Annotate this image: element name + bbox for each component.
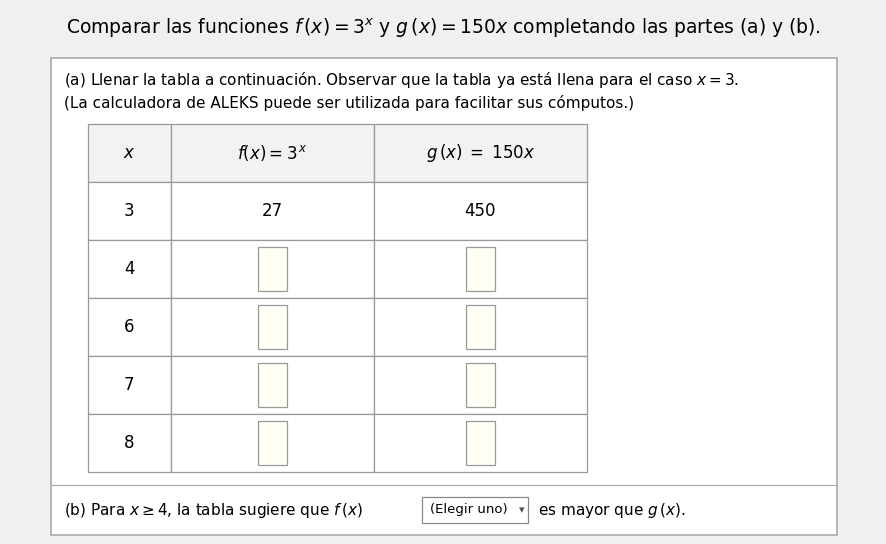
Bar — [88, 298, 171, 356]
Bar — [258, 305, 287, 349]
Bar — [88, 356, 171, 414]
Bar — [374, 240, 586, 298]
Bar — [88, 124, 171, 182]
Text: 8: 8 — [124, 434, 135, 452]
Bar — [374, 298, 586, 356]
Text: ▾: ▾ — [518, 505, 525, 515]
Bar — [51, 58, 836, 535]
Bar — [171, 182, 374, 240]
Bar — [88, 240, 171, 298]
Text: (La calculadora de ALEKS puede ser utilizada para facilitar sus cómputos.): (La calculadora de ALEKS puede ser utili… — [64, 95, 633, 111]
Bar — [422, 497, 528, 523]
Text: $g\,(x)\;=\;150x$: $g\,(x)\;=\;150x$ — [425, 142, 534, 164]
Bar — [171, 298, 374, 356]
Bar — [258, 421, 287, 465]
Bar — [374, 182, 586, 240]
Bar — [171, 414, 374, 472]
Bar — [374, 356, 586, 414]
Bar — [374, 124, 586, 182]
Bar — [258, 247, 287, 291]
Text: 7: 7 — [124, 376, 135, 394]
Text: (a) Llenar la tabla a continuación. Observar que la tabla ya está llena para el : (a) Llenar la tabla a continuación. Obse… — [64, 70, 738, 90]
Text: 27: 27 — [261, 202, 283, 220]
Text: $f(x)=3^{\,x}$: $f(x)=3^{\,x}$ — [237, 143, 307, 163]
Bar — [465, 305, 494, 349]
Bar — [465, 421, 494, 465]
Text: 3: 3 — [124, 202, 135, 220]
Text: Comparar las funciones $f\,(x)=3^{x}$ y $g\,(x)=150x$ completando las partes (a): Comparar las funciones $f\,(x)=3^{x}$ y … — [66, 16, 820, 40]
Bar — [171, 356, 374, 414]
Bar — [374, 414, 586, 472]
Text: 4: 4 — [124, 260, 135, 278]
Bar — [88, 414, 171, 472]
Bar — [465, 247, 494, 291]
Text: (Elegir uno): (Elegir uno) — [430, 504, 507, 516]
Bar — [465, 363, 494, 407]
Text: 6: 6 — [124, 318, 135, 336]
Bar — [258, 363, 287, 407]
Bar — [88, 182, 171, 240]
Bar — [171, 124, 374, 182]
Text: es mayor que $g\,(x)$.: es mayor que $g\,(x)$. — [537, 500, 685, 520]
Text: (b) Para $x\geq4$, la tabla sugiere que $f\,(x)$: (b) Para $x\geq4$, la tabla sugiere que … — [64, 500, 362, 520]
Text: 450: 450 — [464, 202, 495, 220]
Bar — [171, 240, 374, 298]
Text: $x$: $x$ — [123, 144, 136, 162]
